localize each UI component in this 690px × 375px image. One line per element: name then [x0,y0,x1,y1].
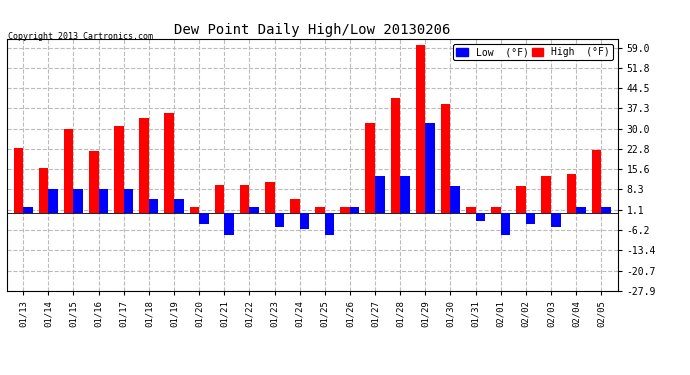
Bar [591,150,601,213]
Bar [39,168,48,213]
Bar [64,129,74,213]
Bar [99,189,108,213]
Bar [466,207,475,213]
Bar [375,176,384,213]
Legend: Low  (°F), High  (°F): Low (°F), High (°F) [453,44,613,60]
Bar [149,199,159,213]
Bar [224,213,234,235]
Bar [475,213,485,221]
Bar [516,186,526,213]
Bar [416,45,425,213]
Bar [215,185,224,213]
Bar [350,207,359,213]
Bar [526,213,535,224]
Bar [14,148,23,213]
Bar [501,213,510,235]
Bar [190,207,199,213]
Bar [315,207,325,213]
Bar [340,207,350,213]
Bar [275,213,284,226]
Bar [115,126,124,213]
Title: Dew Point Daily High/Low 20130206: Dew Point Daily High/Low 20130206 [174,23,451,37]
Bar [366,123,375,213]
Bar [400,176,410,213]
Bar [290,199,299,213]
Bar [124,189,133,213]
Bar [601,207,611,213]
Bar [425,123,435,213]
Bar [576,207,586,213]
Text: Copyright 2013 Cartronics.com: Copyright 2013 Cartronics.com [8,32,153,41]
Bar [265,182,275,213]
Bar [542,176,551,213]
Bar [240,185,249,213]
Bar [325,213,335,235]
Bar [491,207,501,213]
Bar [451,186,460,213]
Bar [74,189,83,213]
Bar [174,199,184,213]
Bar [551,213,560,226]
Bar [139,118,149,213]
Bar [441,104,451,213]
Bar [48,189,58,213]
Bar [199,213,208,224]
Bar [566,174,576,213]
Bar [23,207,33,213]
Bar [391,98,400,213]
Bar [89,151,99,213]
Bar [164,113,174,213]
Bar [249,207,259,213]
Bar [299,213,309,230]
